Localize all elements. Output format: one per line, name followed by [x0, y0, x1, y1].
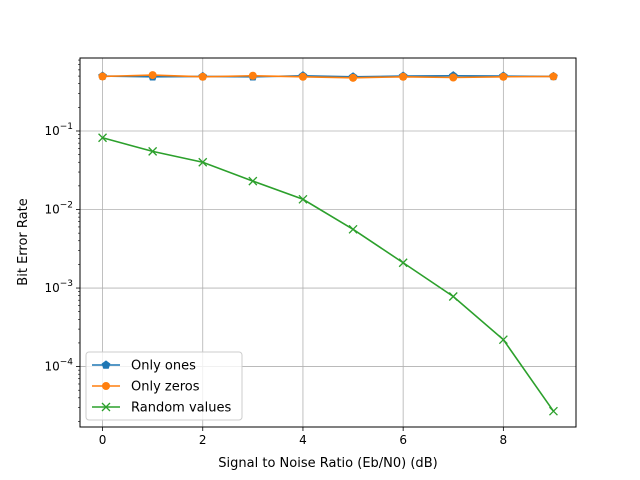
- data-point: [498, 335, 508, 345]
- x-tick-label: 4: [299, 433, 307, 447]
- y-axis-ticks: 10−1 10−2 10−3 10−4: [44, 122, 80, 374]
- legend-entry: Only zeros: [92, 380, 200, 395]
- data-point: [398, 258, 408, 268]
- data-point: [548, 406, 558, 416]
- y-tick-label: 10−2: [44, 201, 73, 217]
- plot-area-frame: [79, 57, 577, 428]
- legend-marker: [101, 360, 111, 369]
- data-point: [499, 72, 508, 81]
- series-line: [102, 136, 555, 412]
- data-point: [448, 292, 458, 301]
- data-point: [298, 194, 308, 204]
- x-tick-label: 2: [199, 433, 207, 447]
- data-point: [349, 73, 358, 82]
- data-point: [348, 224, 358, 234]
- data-point: [399, 72, 408, 81]
- data-point: [549, 72, 558, 81]
- y-tick-label: 10−4: [44, 358, 73, 374]
- data-series: [98, 71, 558, 416]
- y-tick-label: 10−3: [44, 279, 73, 295]
- legend-marker: [102, 382, 110, 390]
- data-point: [198, 72, 207, 81]
- legend-marker: [101, 402, 111, 412]
- data-point: [148, 71, 157, 80]
- data-point: [449, 73, 458, 82]
- legend-label: Only zeros: [131, 380, 200, 395]
- legend-label: Only ones: [131, 359, 196, 374]
- x-axis-ticks: 0 2 4 6 8: [99, 427, 507, 447]
- data-point: [148, 146, 158, 156]
- x-axis-label: Signal to Noise Ratio (Eb/N0) (dB): [218, 456, 437, 471]
- series-line: [102, 74, 554, 79]
- series-only-zeros: [98, 71, 558, 82]
- legend-entry: Only ones: [92, 359, 196, 374]
- data-point: [98, 133, 108, 143]
- y-tick-label: 10−1: [44, 122, 73, 138]
- series-random-values: [98, 133, 558, 416]
- data-point: [198, 157, 208, 167]
- grid-lines: [80, 58, 576, 427]
- x-tick-label: 0: [99, 433, 107, 447]
- legend-box: [85, 351, 243, 421]
- legend-label: Random values: [131, 401, 231, 416]
- x-tick-label: 8: [500, 433, 508, 447]
- data-point: [298, 72, 307, 81]
- data-point: [248, 176, 258, 186]
- legend: Only ones Only zeros Random values: [85, 351, 243, 421]
- data-point: [248, 71, 257, 80]
- y-axis-label: Bit Error Rate: [16, 198, 31, 285]
- legend-entry: Random values: [92, 401, 231, 416]
- data-point: [98, 72, 107, 81]
- x-tick-label: 6: [399, 433, 407, 447]
